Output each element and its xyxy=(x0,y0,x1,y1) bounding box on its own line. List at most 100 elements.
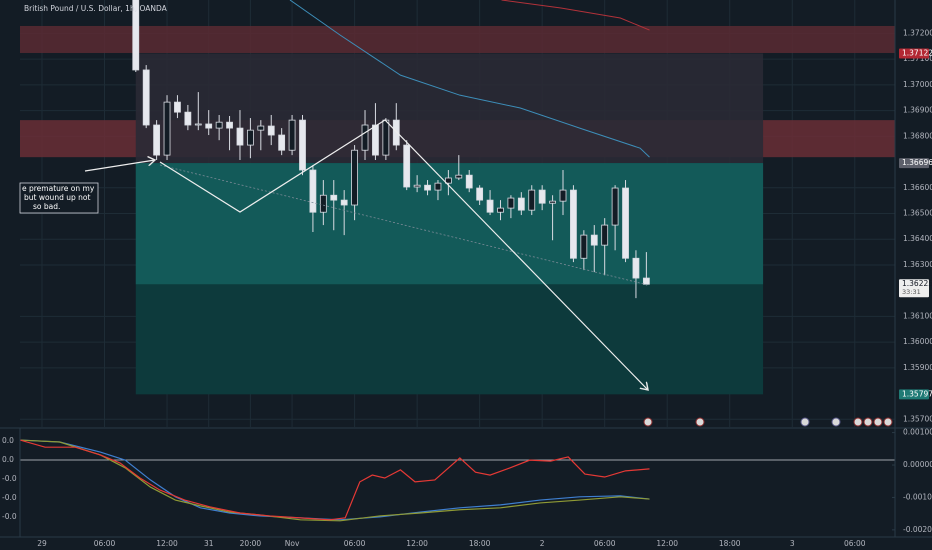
candle-body xyxy=(444,177,452,184)
candle-body xyxy=(299,119,306,171)
x-tick-label: 06:00 xyxy=(844,539,866,548)
event-icon[interactable] xyxy=(831,417,841,427)
x-tick-label: 18:00 xyxy=(469,539,491,548)
candle-body xyxy=(361,124,369,151)
x-tick-label: 06:00 xyxy=(344,539,366,548)
event-icon[interactable] xyxy=(853,417,863,427)
x-tick-label: 06:00 xyxy=(594,539,616,548)
price-tag xyxy=(899,389,929,400)
y-tick-label: 1.36800 xyxy=(903,131,932,140)
y2-tick-label: 0.00000 xyxy=(903,460,932,469)
oscillator-line xyxy=(20,439,650,521)
event-icon[interactable] xyxy=(863,417,873,427)
candle-body xyxy=(632,257,640,279)
candle-body xyxy=(549,200,556,204)
candle-body xyxy=(257,125,265,131)
oscillator-line xyxy=(20,439,650,522)
candle-body xyxy=(174,101,181,113)
candle-body xyxy=(590,234,598,246)
price-tag-label: 1.36696 xyxy=(902,158,932,167)
event-icon[interactable] xyxy=(643,417,653,427)
countdown-label: 33:31 xyxy=(902,288,921,296)
candle-body xyxy=(372,124,379,156)
candle-body xyxy=(330,194,338,201)
y-tick-label: 1.35700 xyxy=(903,414,932,423)
y-tick-label: 1.37100 xyxy=(903,54,932,63)
y-tick-label: 1.37200 xyxy=(903,28,932,37)
y2-tick-label: 0.00100 xyxy=(903,428,932,437)
price-tag xyxy=(899,279,929,298)
candle-body xyxy=(413,184,421,188)
candle-body xyxy=(455,174,463,179)
event-icon[interactable] xyxy=(873,417,883,427)
y-tick-label: 1.36400 xyxy=(903,234,932,243)
price-tag xyxy=(899,48,929,59)
annotation-text: so bad. xyxy=(33,202,60,211)
candle-body xyxy=(424,184,431,191)
y-tick-label: 1.36900 xyxy=(903,106,932,115)
candle-body xyxy=(184,111,192,126)
candle-body xyxy=(226,121,233,129)
projection-arrow xyxy=(159,119,648,390)
x-tick-label: 2 xyxy=(540,539,545,548)
price-tag-label: 1.37122 xyxy=(902,49,932,58)
candle-body xyxy=(278,134,286,151)
candle-body xyxy=(465,174,473,189)
y2-tick-label: -0.00100 xyxy=(903,492,932,501)
candle-body xyxy=(132,0,140,71)
y-tick-label: 1.36100 xyxy=(903,311,932,320)
chart-title: British Pound / U.S. Dollar, 1h, OANDA xyxy=(24,4,168,13)
candle-body xyxy=(601,224,609,246)
left-tick-label: 0.0 xyxy=(2,436,14,445)
annotation-box xyxy=(19,182,99,214)
candle-body xyxy=(319,194,327,213)
candle-body xyxy=(476,187,484,201)
candle-body xyxy=(205,123,213,129)
moving-average xyxy=(289,0,650,158)
x-tick-label: 06:00 xyxy=(94,539,116,548)
event-icon[interactable] xyxy=(800,417,810,427)
candle-body xyxy=(528,189,536,211)
candle-body xyxy=(611,187,619,226)
candle-body xyxy=(288,119,296,151)
annotation-text: but wound up not xyxy=(24,193,90,202)
y-tick-label: 1.36300 xyxy=(903,260,932,269)
left-tick-label: -0.0 xyxy=(2,474,17,483)
y-tick-label: 1.36000 xyxy=(903,337,932,346)
price-tag-label: 1.35797 xyxy=(902,389,932,398)
left-tick-label: -0.0 xyxy=(2,512,17,521)
event-icon[interactable] xyxy=(883,417,893,427)
background-layer xyxy=(20,0,895,427)
candle-body xyxy=(309,169,317,213)
price-tag xyxy=(899,158,929,169)
candle-body xyxy=(153,124,161,156)
candle-body xyxy=(267,125,275,136)
price-layer xyxy=(132,0,650,299)
x-tick-label: 20:00 xyxy=(240,539,262,548)
candle-body xyxy=(392,119,400,146)
event-icon[interactable] xyxy=(695,417,705,427)
price-tag-label: 1.36225 xyxy=(902,279,932,288)
y-tick-label: 1.36500 xyxy=(903,209,932,218)
candle-body xyxy=(163,101,171,156)
x-tick-label: 12:00 xyxy=(156,539,178,548)
y-tick-label: 1.35900 xyxy=(903,363,932,372)
pointer-arrow xyxy=(84,160,155,172)
x-tick-label: 12:00 xyxy=(656,539,678,548)
x-tick-label: Nov xyxy=(285,539,300,548)
candle-body xyxy=(517,197,525,211)
candle-body xyxy=(194,123,202,126)
left-tick-label: -0.0 xyxy=(2,493,17,502)
candle-body xyxy=(507,197,515,209)
x-tick-label: 18:00 xyxy=(719,539,741,548)
y2-tick-label: -0.00200 xyxy=(903,525,932,534)
candle-body xyxy=(622,187,629,259)
moving-average xyxy=(501,0,650,31)
event-icons xyxy=(643,417,893,427)
candle-body xyxy=(486,199,494,213)
candle-body xyxy=(434,182,442,191)
annotation-text: e premature on my xyxy=(22,184,95,193)
y-tick-label: 1.37000 xyxy=(903,80,932,89)
